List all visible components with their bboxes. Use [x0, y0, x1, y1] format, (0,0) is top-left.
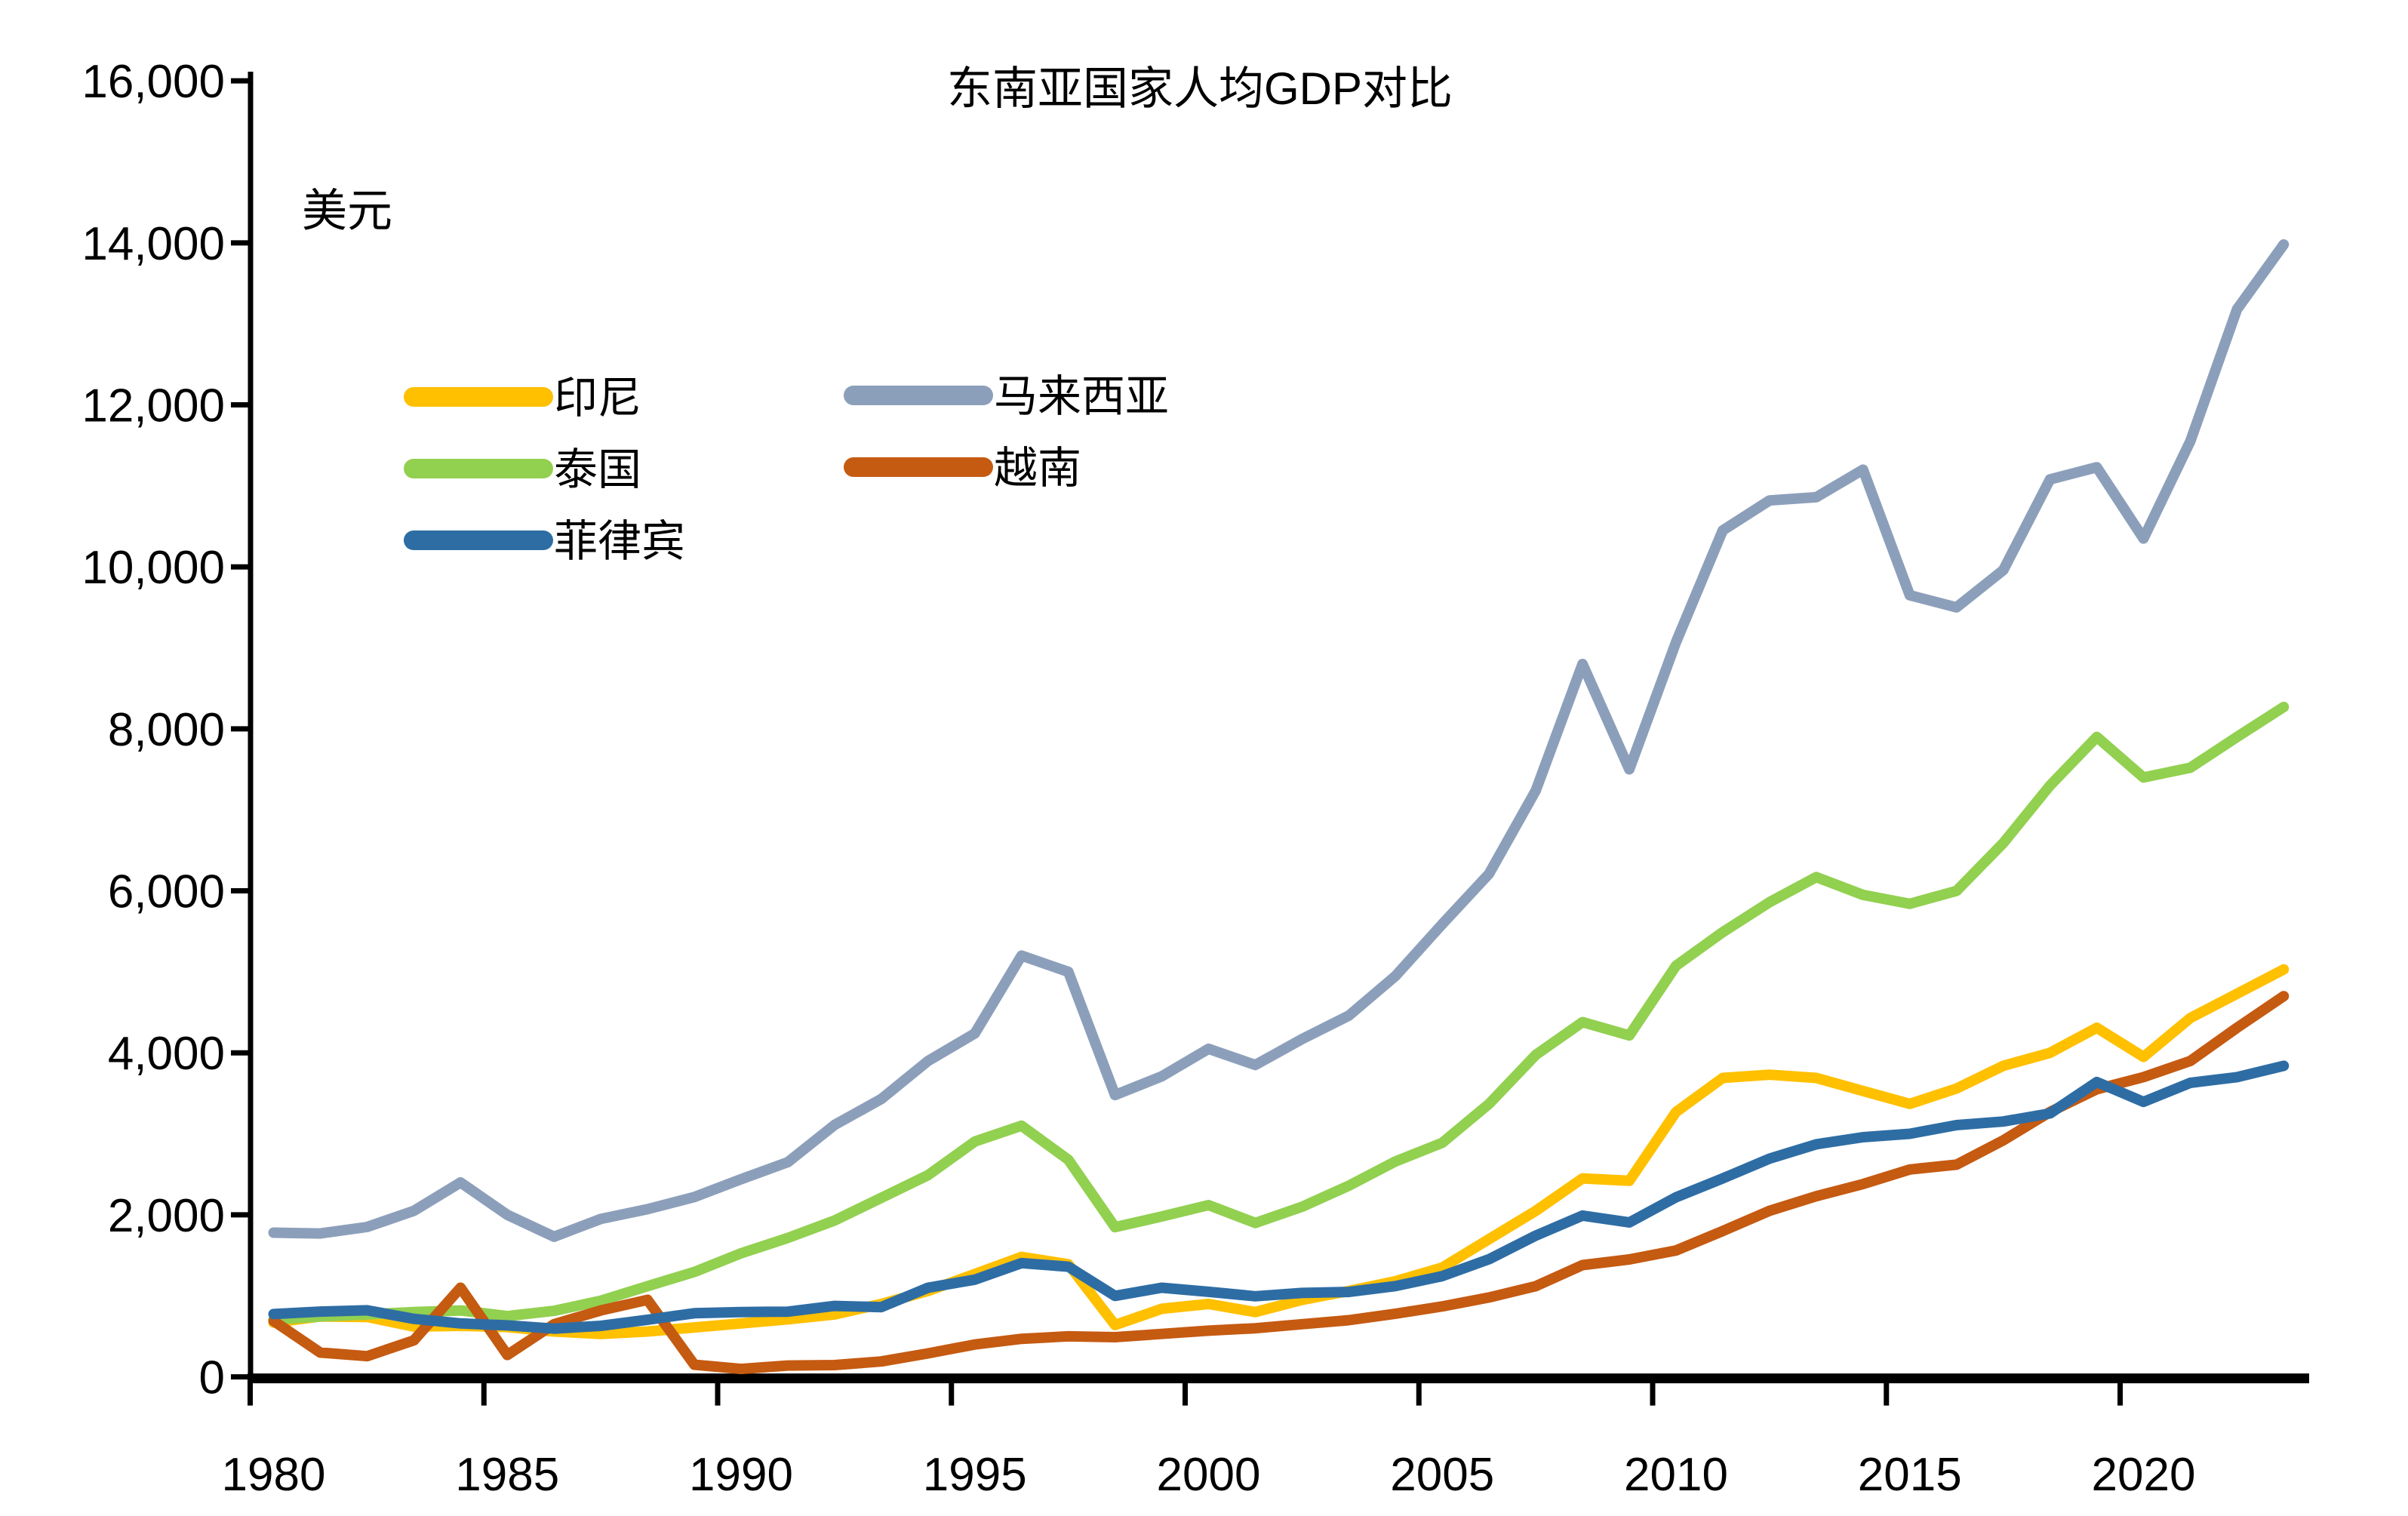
x-axis-tick-label: 2005 [1390, 1449, 1494, 1501]
series-line-thailand [268, 701, 2290, 1325]
axes-layer: 16,000 14,000 12,000 10,000 8,000 6,000 4,000 2… [81, 56, 2309, 1501]
legend-label-vietnam: 越南 [994, 444, 1081, 493]
x-axis-tick-label: 2015 [1858, 1449, 1962, 1501]
legend-item-thailand: 泰国 [404, 445, 641, 494]
x-axis-tick-label: 1995 [923, 1449, 1027, 1501]
y-axis-tick-label: 16,000 [81, 56, 225, 108]
y-axis-tick-label: 10,000 [81, 542, 225, 594]
legend-item-malaysia: 马来西亚 [844, 372, 1169, 421]
legend-label-malaysia: 马来西亚 [994, 372, 1169, 421]
legend-item-philippines: 菲律宾 [404, 517, 685, 566]
y-axis-tick-label: 6,000 [108, 866, 225, 918]
series-line-malaysia [268, 239, 2290, 1242]
series-line-vietnam [268, 991, 2290, 1375]
y-axis-tick-label: 8,000 [108, 704, 225, 756]
y-axis-unit-label: 美元 [302, 186, 392, 236]
chart-title: 东南亚国家人均GDP对比 [947, 63, 1453, 114]
legend-item-indonesia: 印尼 [404, 374, 641, 423]
y-axis-tick-label: 12,000 [81, 380, 225, 432]
x-axis-tick-label: 2000 [1157, 1449, 1261, 1501]
series-lines-layer [268, 239, 2290, 1375]
y-axis-tick-label: 14,000 [81, 218, 225, 270]
legend-label-thailand: 泰国 [554, 445, 641, 494]
series-line-philippines [268, 1060, 2290, 1334]
x-axis-tick-label: 1980 [222, 1449, 326, 1501]
x-axis-tick-label: 1990 [689, 1449, 793, 1501]
y-axis-tick-label: 4,000 [108, 1028, 225, 1080]
x-axis-tick-label: 2010 [1624, 1449, 1728, 1501]
legend-item-vietnam: 越南 [844, 444, 1081, 493]
series-line-indonesia [268, 964, 2290, 1339]
legend-label-indonesia: 印尼 [554, 374, 641, 423]
y-axis-tick-label: 0 [199, 1352, 225, 1404]
x-axis-tick-label: 2020 [2092, 1449, 2196, 1501]
y-axis-tick-label: 2,000 [108, 1190, 225, 1242]
x-axis-tick-label: 1985 [455, 1449, 559, 1501]
legend: 印尼 马来西亚 泰国 越南 菲律宾 [404, 372, 1169, 566]
legend-label-philippines: 菲律宾 [554, 517, 685, 566]
